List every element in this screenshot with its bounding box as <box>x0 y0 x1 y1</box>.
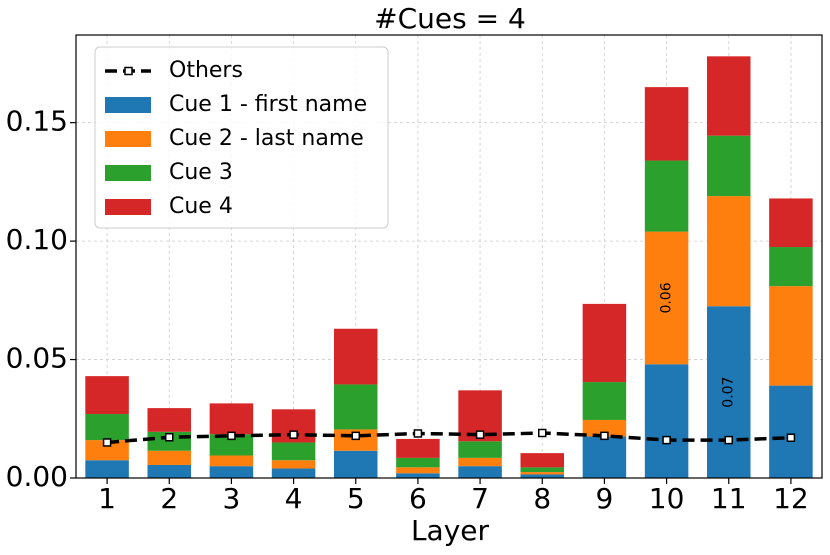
bar-segment <box>769 198 813 248</box>
others-marker <box>538 428 547 438</box>
bar-segment <box>396 473 440 478</box>
others-marker <box>227 431 236 441</box>
bar-segment <box>769 385 813 478</box>
bar-segment <box>396 438 440 458</box>
bar-segment <box>706 135 751 197</box>
bar-segment <box>209 455 254 467</box>
bar-segment <box>85 414 129 441</box>
bar-segment <box>458 441 502 458</box>
legend-swatch <box>105 165 151 181</box>
legend-box <box>94 46 389 229</box>
others-marker <box>475 430 485 439</box>
others-marker <box>165 433 174 442</box>
x-tick-label: 9 <box>596 482 614 515</box>
x-tick-label: 6 <box>409 482 427 515</box>
bar-segment <box>396 467 440 474</box>
bar-segment <box>458 466 502 478</box>
bar-segment <box>333 384 378 430</box>
others-marker <box>102 438 112 447</box>
legend-swatch <box>105 97 151 113</box>
x-tick-label: 8 <box>533 482 551 515</box>
bar-segment <box>644 160 689 232</box>
y-tick-label: 0.05 <box>6 342 68 375</box>
bar-segment <box>520 472 565 475</box>
bar-segment <box>644 87 689 161</box>
bar-segment <box>209 466 254 478</box>
chart-title: #Cues = 4 <box>374 2 526 35</box>
x-tick-label: 10 <box>649 482 685 515</box>
bar-segment <box>333 328 378 385</box>
bar-segment <box>147 408 192 432</box>
legend-label: Cue 1 - first name <box>169 92 367 117</box>
bar-segment <box>706 196 751 307</box>
bar-segment <box>85 440 129 461</box>
others-line-path <box>106 431 791 445</box>
y-tick-label: 0.15 <box>6 105 68 138</box>
legend-label: Cue 3 <box>169 160 233 185</box>
x-tick-label: 1 <box>98 482 116 515</box>
bar-segment <box>582 303 627 383</box>
bar-segment <box>582 419 627 437</box>
bar-segment <box>271 468 316 478</box>
x-tick-label: 5 <box>347 482 365 515</box>
data-label: 0.06 <box>659 282 675 313</box>
bar-segment <box>644 231 689 365</box>
x-tick-label: 7 <box>471 482 489 515</box>
bar-segment <box>209 434 254 456</box>
others-marker <box>786 433 796 442</box>
legend-label: Others <box>169 58 243 83</box>
bar-segment <box>85 376 129 415</box>
bar-segment <box>520 453 565 468</box>
bar-segment <box>147 464 192 478</box>
y-tick-label: 0.00 <box>6 460 68 493</box>
data-label: 0.07 <box>721 377 737 408</box>
bar-segment <box>706 306 751 478</box>
x-axis-label: Layer <box>411 514 490 547</box>
bar-segment <box>706 56 751 136</box>
others-marker <box>600 431 609 441</box>
bar-segment <box>644 364 689 478</box>
bar-segment <box>582 382 627 420</box>
others-line <box>102 428 796 447</box>
bar-segment <box>85 460 129 478</box>
x-tick-label: 12 <box>773 482 809 515</box>
x-tick-label: 2 <box>160 482 178 515</box>
others-marker <box>413 429 423 438</box>
others-marker <box>289 430 298 439</box>
bar-segment <box>271 460 316 469</box>
data-labels: 0.06 0.07 <box>659 282 737 407</box>
bar-segment <box>520 474 565 478</box>
bar-segment <box>396 457 440 468</box>
bar-segment <box>769 286 813 386</box>
bars <box>85 56 813 478</box>
axes: 0.000.050.100.151 2 3 4 5 6 7 8 9 10 11 12 <box>6 34 823 515</box>
others-marker <box>662 435 671 445</box>
bar-segment <box>458 457 502 467</box>
x-tick-label: 4 <box>285 482 303 515</box>
plot-frame <box>75 34 823 479</box>
legend-swatch <box>105 131 151 147</box>
others-marker <box>724 435 733 445</box>
legend-label: Cue 4 <box>169 194 233 219</box>
x-tick-label: 11 <box>711 482 747 515</box>
legend-swatch <box>105 199 151 215</box>
legend-marker-swatch <box>124 66 133 76</box>
x-tick-label: 3 <box>223 482 241 515</box>
bar-segment <box>520 467 565 473</box>
bar-segment <box>147 450 192 465</box>
bar-segment <box>769 247 813 287</box>
others-marker <box>351 431 360 441</box>
bar-segment <box>209 403 254 435</box>
bar-segment <box>271 442 316 461</box>
bar-segment <box>333 450 378 478</box>
legend-label: Cue 2 - last name <box>169 126 364 151</box>
bar-segment <box>582 436 627 478</box>
y-tick-label: 0.10 <box>6 223 68 256</box>
legend: Others Cue 1 - first name Cue 2 - last nam… <box>94 46 389 229</box>
